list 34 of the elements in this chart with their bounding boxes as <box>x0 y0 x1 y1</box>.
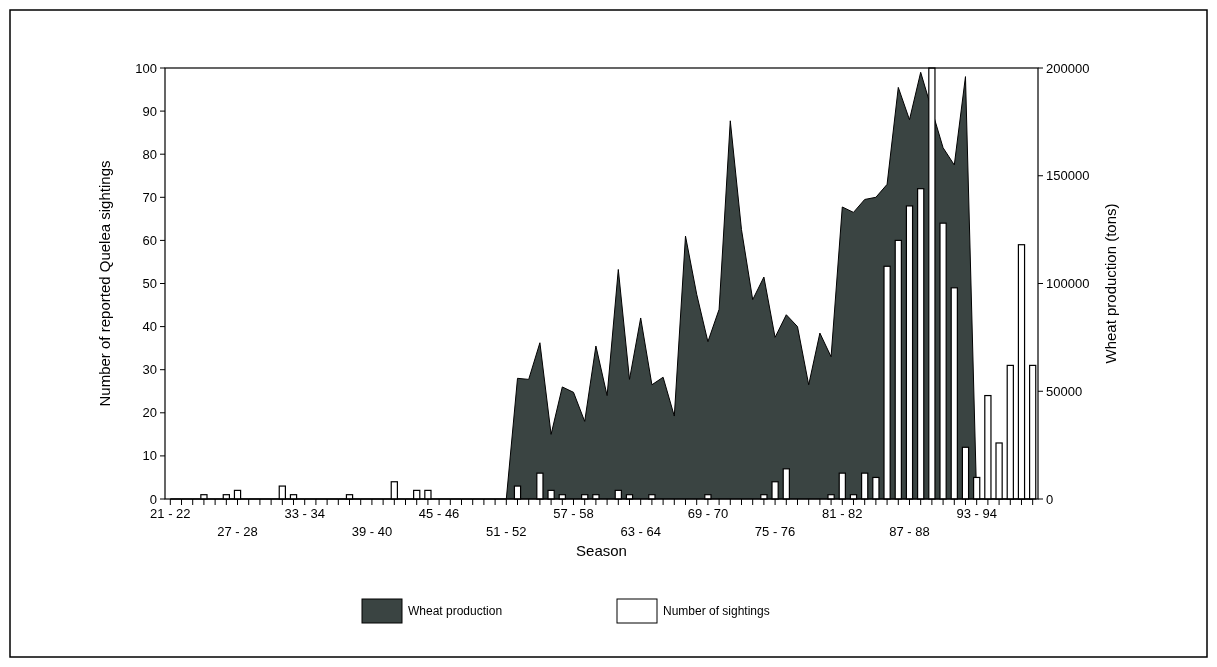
x-axis-title: Season <box>576 542 627 559</box>
y2-axis-title: Wheat production (tons) <box>1102 203 1119 364</box>
y-tick-label: 20 <box>142 405 157 421</box>
x-tick-label: 51 - 52 <box>486 524 527 539</box>
x-tick-label: 33 - 34 <box>284 506 325 521</box>
y-tick-label: 100 <box>135 60 157 76</box>
y-tick-label: 80 <box>142 146 157 162</box>
y2-tick-label: 50000 <box>1046 383 1083 399</box>
y-tick-label: 60 <box>142 232 157 248</box>
x-tick-label: 75 - 76 <box>754 524 796 539</box>
y2-tick-label: 0 <box>1046 491 1054 507</box>
x-tick-label: 27 - 28 <box>217 524 258 539</box>
x-tick-label: 81 - 82 <box>822 506 863 521</box>
x-tick-label: 87 - 88 <box>889 524 930 539</box>
y-tick-label: 10 <box>142 448 157 464</box>
y-tick-label: 40 <box>142 319 157 335</box>
legend-label: Wheat production <box>408 604 503 618</box>
x-tick-label: 63 - 64 <box>620 524 661 539</box>
y2-tick-label: 100000 <box>1046 276 1090 292</box>
y2-tick-label: 150000 <box>1046 168 1090 184</box>
y-tick-label: 0 <box>149 491 157 507</box>
y2-tick-label: 200000 <box>1046 60 1090 76</box>
y-tick-label: 50 <box>142 276 157 292</box>
x-tick-label: 39 - 40 <box>351 524 393 539</box>
x-tick-label: 69 - 70 <box>687 506 729 521</box>
y-tick-label: 70 <box>142 189 157 205</box>
x-tick-label: 21 - 22 <box>150 506 191 521</box>
x-tick-label: 93 - 94 <box>956 506 997 521</box>
y-tick-label: 90 <box>142 103 157 119</box>
x-tick-label: 45 - 46 <box>418 506 460 521</box>
y-tick-label: 30 <box>142 362 157 378</box>
legend-label: Number of sightings <box>663 604 770 618</box>
y-axis-title: Number of reported Quelea sightings <box>96 160 113 407</box>
x-tick-label: 57 - 58 <box>553 506 594 521</box>
